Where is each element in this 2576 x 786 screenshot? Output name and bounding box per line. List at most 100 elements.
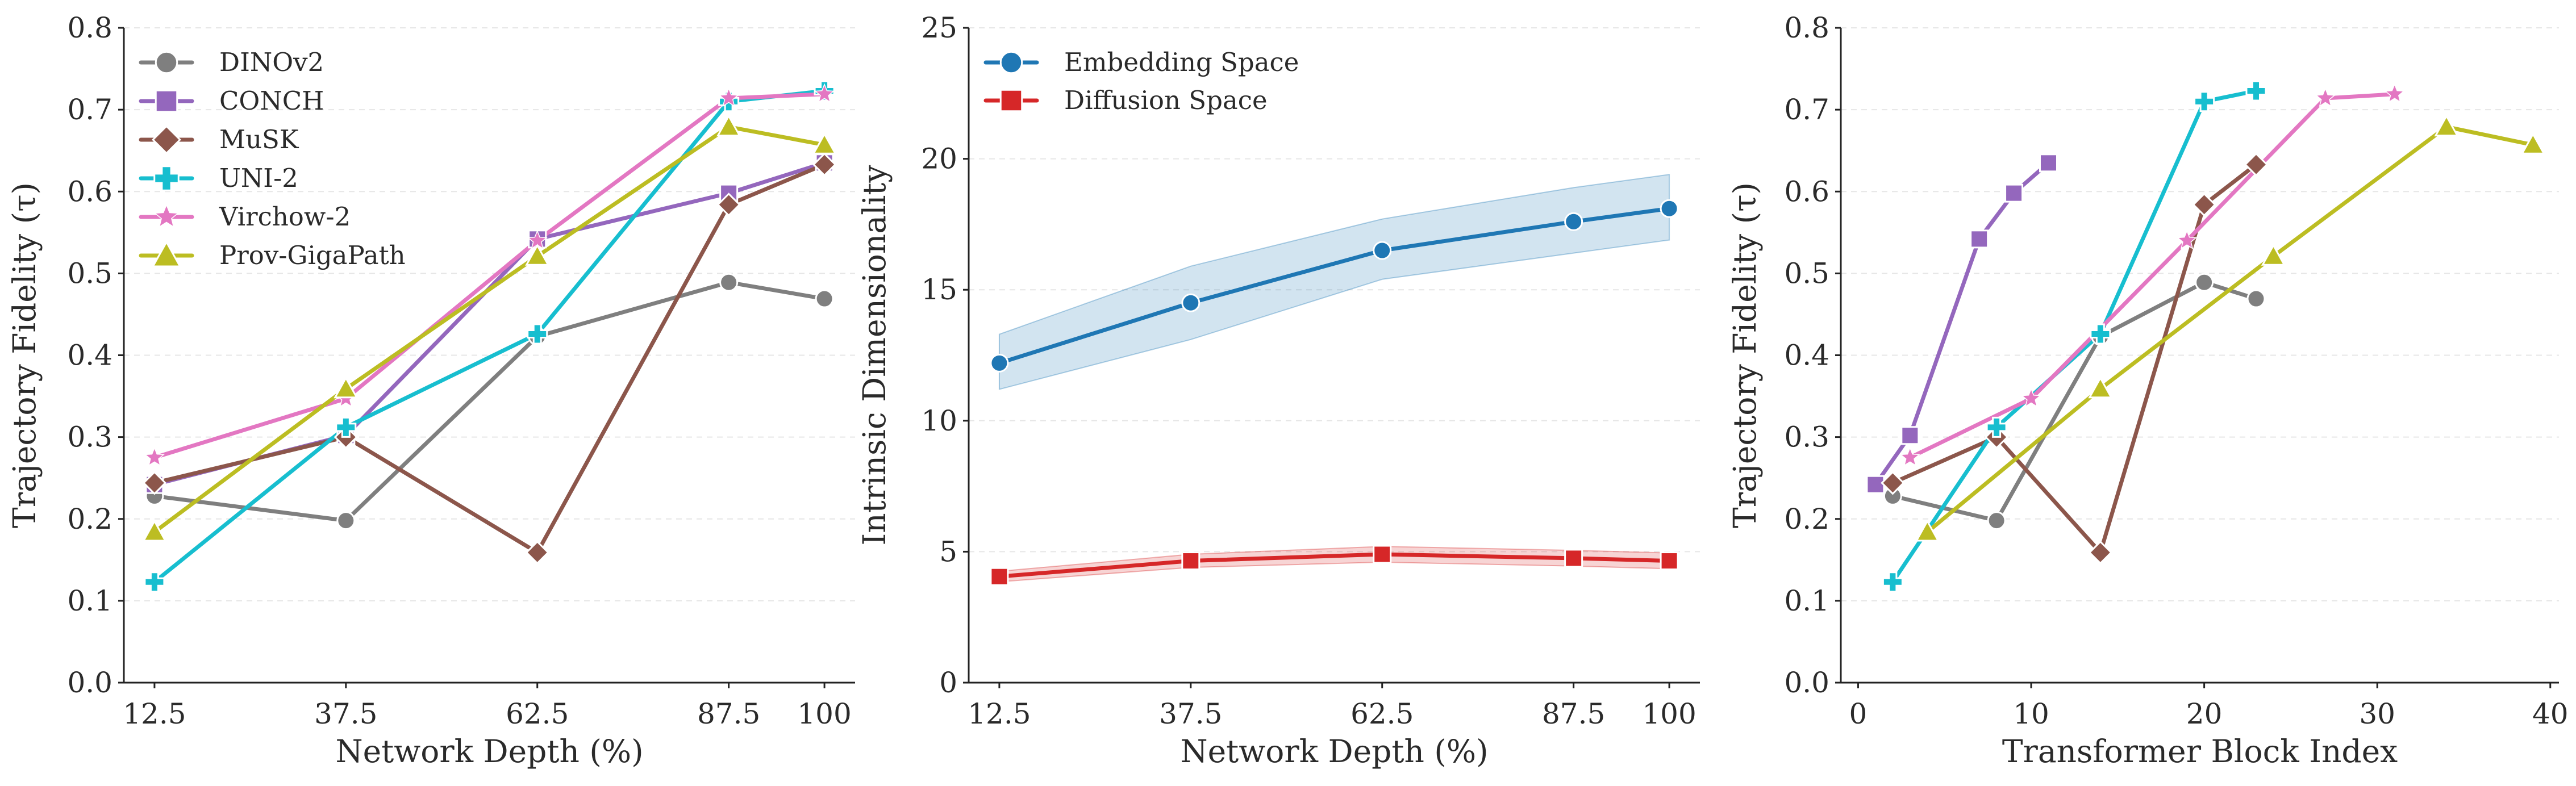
data-point-1-3 bbox=[2004, 183, 2024, 203]
legend-marker-3 bbox=[153, 165, 180, 191]
data-point-1-2 bbox=[1970, 229, 1989, 249]
y-tick-label: 0.8 bbox=[1784, 11, 1829, 44]
data-point-5-3 bbox=[2434, 114, 2459, 137]
y-axis-label: Intrinsic Dimensionality bbox=[856, 165, 893, 546]
y-tick-label: 5 bbox=[939, 535, 957, 568]
panel-1: 0.0 0.1 0.2 0.3 0.4 0.5 0.6 0.7 0.8 12.5 37.5 62.5 8… bbox=[6, 11, 855, 770]
x-axis-label: Network Depth (%) bbox=[1180, 733, 1488, 770]
data-point-4-0 bbox=[1899, 446, 1920, 467]
y-tick-label: 0.7 bbox=[1784, 93, 1829, 126]
data-point-5-2 bbox=[525, 244, 550, 266]
data-point-1-1 bbox=[1900, 426, 1920, 445]
data-point-1-4 bbox=[2039, 153, 2058, 173]
x-tick-label: 87.5 bbox=[1542, 697, 1605, 730]
data-point-3-1 bbox=[1986, 416, 2007, 438]
data-point-2-4 bbox=[812, 152, 837, 177]
y-tick-label: 0.4 bbox=[67, 339, 112, 372]
x-tick-label: 12.5 bbox=[968, 697, 1031, 730]
series-line-0 bbox=[1890, 280, 2258, 523]
data-point-0-2 bbox=[1373, 241, 1392, 260]
data-point-0-0 bbox=[990, 353, 1009, 373]
series-line-4 bbox=[1908, 92, 2397, 460]
y-tick-label: 0.6 bbox=[67, 175, 112, 208]
x-tick-label: 10 bbox=[2013, 697, 2049, 730]
data-point-1-0 bbox=[1866, 475, 1885, 494]
y-axis-label: Trajectory Fidelity (τ) bbox=[6, 182, 43, 528]
data-point-3-3 bbox=[2194, 91, 2215, 112]
x-tick-label: 30 bbox=[2359, 697, 2395, 730]
y-tick-label: 0.0 bbox=[1784, 666, 1829, 699]
y-tick-label: 0.3 bbox=[67, 421, 112, 454]
data-point-2-4 bbox=[2244, 152, 2269, 177]
x-tick-label: 62.5 bbox=[1350, 697, 1414, 730]
y-tick-label: 0.7 bbox=[67, 93, 112, 126]
y-tick-label: 0.8 bbox=[67, 11, 112, 44]
x-axis-label: Network Depth (%) bbox=[335, 733, 643, 770]
data-point-4-4 bbox=[2384, 83, 2405, 103]
legend-label-2: MuSK bbox=[219, 124, 299, 154]
data-point-5-1 bbox=[334, 376, 359, 399]
data-point-2-3 bbox=[716, 193, 741, 217]
x-tick-label: 37.5 bbox=[314, 697, 377, 730]
legend-label-3: UNI-2 bbox=[219, 163, 298, 193]
data-point-5-3 bbox=[716, 114, 741, 137]
y-axis-label: Trajectory Fidelity (τ) bbox=[1727, 182, 1763, 528]
data-point-1-4 bbox=[1660, 551, 1679, 571]
y-tick-label: 25 bbox=[921, 11, 957, 44]
data-point-0-4 bbox=[1660, 199, 1679, 218]
data-point-2-2 bbox=[2088, 540, 2112, 565]
x-tick-label: 37.5 bbox=[1159, 697, 1222, 730]
data-point-5-0 bbox=[1915, 519, 1940, 542]
y-tick-label: 10 bbox=[921, 404, 957, 437]
data-point-3-2 bbox=[527, 323, 548, 345]
x-tick-label: 87.5 bbox=[697, 697, 760, 730]
y-tick-label: 0.5 bbox=[1784, 257, 1829, 290]
legend-marker-4 bbox=[153, 203, 180, 228]
y-tick-label: 0.2 bbox=[1784, 503, 1829, 536]
legend-marker-0 bbox=[155, 51, 178, 74]
legend-label-4: Virchow-2 bbox=[219, 202, 351, 232]
data-point-0-3 bbox=[719, 273, 739, 292]
y-tick-label: 0.3 bbox=[1784, 421, 1829, 454]
y-tick-label: 0.0 bbox=[67, 666, 112, 699]
data-point-3-2 bbox=[2090, 323, 2111, 345]
data-point-2-0 bbox=[1881, 471, 1905, 495]
data-point-2-2 bbox=[525, 540, 549, 565]
x-tick-label: 0 bbox=[1849, 697, 1868, 730]
legend-marker-0 bbox=[999, 51, 1023, 74]
data-point-3-4 bbox=[2245, 80, 2267, 102]
legend-label-0: DINOv2 bbox=[219, 47, 324, 77]
data-point-0-3 bbox=[2195, 273, 2214, 292]
y-tick-label: 15 bbox=[921, 273, 957, 306]
data-point-1-0 bbox=[990, 567, 1009, 586]
data-point-5-1 bbox=[2088, 376, 2113, 399]
data-point-3-0 bbox=[1882, 571, 1903, 593]
y-tick-label: 0 bbox=[939, 666, 957, 699]
y-tick-label: 0.6 bbox=[1784, 175, 1829, 208]
legend-marker-1 bbox=[155, 89, 178, 113]
band-0 bbox=[998, 174, 1670, 390]
y-tick-label: 0.2 bbox=[67, 503, 112, 536]
legend-marker-2 bbox=[152, 125, 181, 154]
panel-3: 0.0 0.1 0.2 0.3 0.4 0.5 0.6 0.7 0.8 0 10 20 30 40 Tran… bbox=[1727, 11, 2569, 770]
data-point-5-4 bbox=[812, 132, 837, 154]
data-point-0-4 bbox=[2246, 289, 2266, 308]
data-point-0-1 bbox=[1987, 511, 2006, 530]
y-tick-label: 0.4 bbox=[1784, 339, 1829, 372]
data-point-4-3 bbox=[718, 87, 739, 107]
data-point-3-0 bbox=[144, 571, 165, 593]
legend-label-0: Embedding Space bbox=[1064, 47, 1299, 77]
legend-marker-1 bbox=[999, 89, 1023, 112]
series-line-0 bbox=[152, 280, 827, 523]
legend-label-1: Diffusion Space bbox=[1064, 85, 1268, 115]
y-tick-label: 0.5 bbox=[67, 257, 112, 290]
x-tick-label: 100 bbox=[1642, 697, 1696, 730]
x-tick-label: 12.5 bbox=[123, 697, 186, 730]
legend: Embedding Space Diffusion Space bbox=[983, 47, 1299, 115]
data-point-0-4 bbox=[815, 289, 834, 308]
data-point-2-0 bbox=[142, 471, 167, 495]
data-point-0-1 bbox=[1181, 293, 1201, 312]
data-point-4-3 bbox=[2315, 87, 2336, 107]
data-point-1-3 bbox=[1564, 549, 1583, 568]
